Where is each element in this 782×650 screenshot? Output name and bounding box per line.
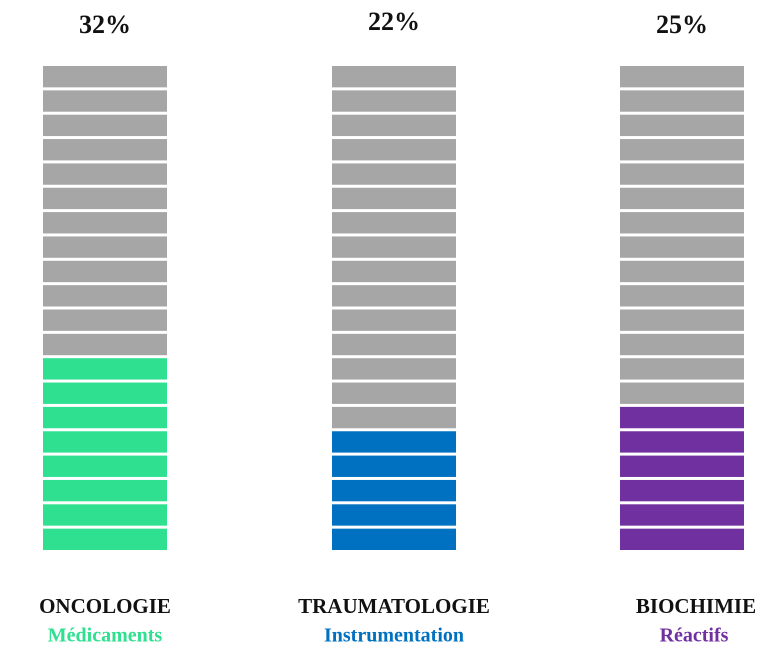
empty-segment (43, 212, 167, 234)
empty-segment (43, 139, 167, 161)
empty-segment (620, 309, 744, 331)
filled-segment (332, 504, 456, 526)
empty-segment (332, 187, 456, 210)
subcategory-label: Réactifs (660, 625, 729, 647)
filled-segment (43, 431, 167, 453)
empty-segment (43, 260, 167, 283)
empty-segment (332, 285, 456, 307)
value-label: 22% (368, 7, 420, 36)
empty-segment (620, 90, 744, 112)
empty-segment (332, 236, 456, 258)
filled-segment (43, 479, 167, 502)
filled-segment (332, 528, 456, 550)
empty-segment (332, 66, 456, 88)
empty-segment (332, 163, 456, 185)
category-label: ONCOLOGIE (39, 594, 171, 618)
empty-segment (332, 260, 456, 283)
filled-segment (43, 528, 167, 550)
empty-segment (620, 66, 744, 88)
category-label: TRAUMATOLOGIE (298, 594, 490, 618)
empty-segment (620, 187, 744, 210)
empty-segment (43, 163, 167, 185)
empty-segment (332, 309, 456, 331)
empty-segment (43, 90, 167, 112)
empty-segment (620, 236, 744, 258)
empty-segment (332, 90, 456, 112)
filled-segment (620, 479, 744, 502)
filled-segment (620, 406, 744, 429)
filled-segment (43, 455, 167, 477)
value-label: 25% (656, 10, 708, 39)
filled-segment (332, 431, 456, 453)
empty-segment (620, 212, 744, 234)
filled-segment (43, 504, 167, 526)
filled-segment (620, 504, 744, 526)
empty-segment (620, 358, 744, 380)
subcategory-label: Médicaments (48, 625, 163, 647)
filled-segment (43, 358, 167, 380)
filled-segment (620, 528, 744, 550)
empty-segment (332, 114, 456, 137)
filled-segment (43, 382, 167, 404)
empty-segment (43, 236, 167, 258)
filled-segment (620, 431, 744, 453)
empty-segment (332, 358, 456, 380)
empty-segment (43, 66, 167, 88)
empty-segment (620, 163, 744, 185)
subcategory-label: Instrumentation (324, 625, 464, 647)
empty-segment (620, 260, 744, 283)
empty-segment (620, 285, 744, 307)
empty-segment (620, 139, 744, 161)
filled-segment (43, 406, 167, 429)
filled-segment (332, 479, 456, 502)
filled-segment (332, 455, 456, 477)
empty-segment (620, 382, 744, 404)
empty-segment (332, 139, 456, 161)
empty-segment (43, 285, 167, 307)
empty-segment (43, 114, 167, 137)
empty-segment (332, 406, 456, 429)
empty-segment (620, 333, 744, 356)
value-label: 32% (79, 10, 131, 39)
empty-segment (43, 187, 167, 210)
category-label: BIOCHIMIE (636, 594, 756, 618)
empty-segment (332, 333, 456, 356)
empty-segment (620, 114, 744, 137)
empty-segment (332, 212, 456, 234)
filled-segment (620, 455, 744, 477)
empty-segment (43, 333, 167, 356)
empty-segment (43, 309, 167, 331)
empty-segment (332, 382, 456, 404)
